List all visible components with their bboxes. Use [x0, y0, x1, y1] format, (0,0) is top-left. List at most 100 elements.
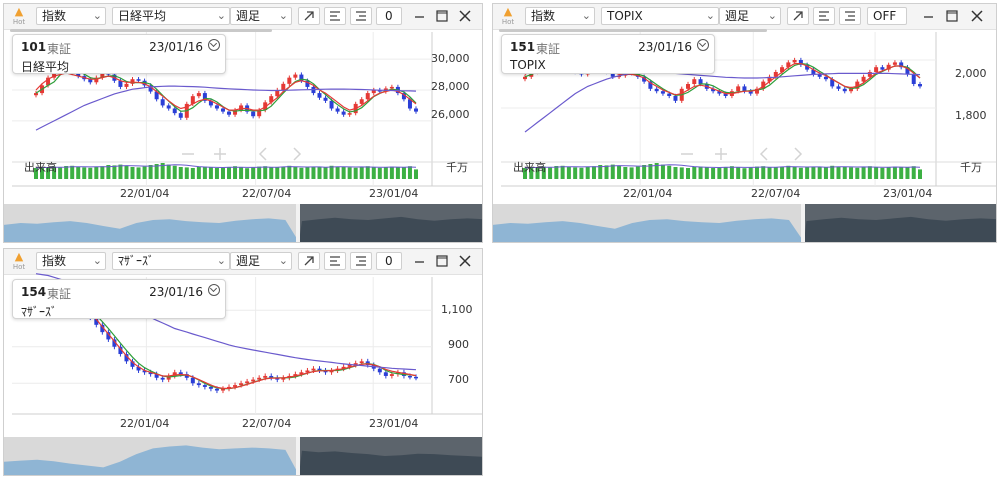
chevron-down-circle-icon[interactable] — [697, 39, 709, 51]
volume-bar — [823, 167, 828, 179]
candle-body — [118, 346, 123, 355]
scroll-right-icon[interactable] — [293, 147, 302, 161]
date-tick: 23/01/04 — [369, 187, 418, 200]
market-label: 東証 — [47, 287, 72, 301]
expand-arrow-button[interactable] — [298, 7, 320, 25]
scroll-left-icon[interactable] — [759, 147, 768, 161]
candle-body — [239, 105, 244, 111]
chevron-down-circle-icon[interactable] — [208, 39, 220, 51]
maximize-button[interactable] — [944, 8, 960, 24]
chevron-down-icon: ⌄ — [216, 9, 226, 22]
minimap-window-handle — [801, 204, 805, 242]
candle-body — [130, 361, 135, 367]
candle-body — [323, 97, 328, 101]
overlay-toggle[interactable]: OFF — [867, 7, 907, 25]
zoom-controls[interactable] — [182, 147, 302, 161]
zoom-controls[interactable] — [681, 147, 803, 161]
candle-body — [142, 370, 147, 373]
minimize-button[interactable] — [921, 8, 937, 24]
price-tick: 2,000 — [955, 67, 987, 80]
expand-arrow-button[interactable] — [298, 252, 320, 270]
align-right-button[interactable] — [350, 7, 372, 25]
close-button[interactable] — [457, 253, 473, 269]
scroll-left-icon[interactable] — [258, 147, 267, 161]
price-chart[interactable]: 30,000 28,000 26,000 出来高 千万 22/01/04 22/… — [4, 4, 483, 243]
symbol-select[interactable]: ﾏｻﾞｰｽﾞ ⌄ — [112, 252, 230, 270]
minimize-button[interactable] — [412, 253, 428, 269]
arrow-up-right-icon — [304, 256, 314, 266]
candle-body — [347, 365, 352, 367]
volume-average-line — [524, 164, 921, 169]
chevron-down-icon: ⌄ — [216, 254, 226, 267]
volume-bar — [94, 166, 99, 179]
align-right-button[interactable] — [839, 7, 861, 25]
period-select[interactable]: 週足 ⌄ — [230, 7, 292, 25]
candle-body — [196, 93, 201, 97]
price-tick: 30,000 — [431, 52, 470, 65]
close-button[interactable] — [457, 8, 473, 24]
volume-bar — [335, 166, 340, 179]
volume-bar — [830, 165, 835, 179]
align-left-button[interactable] — [324, 252, 346, 270]
price-tick: 28,000 — [431, 80, 470, 93]
date-tick: 22/07/04 — [751, 187, 800, 200]
close-button[interactable] — [969, 8, 985, 24]
zoom-in-icon[interactable] — [214, 148, 226, 160]
volume-bar — [541, 166, 546, 179]
type-select[interactable]: 指数 ⌄ — [525, 7, 595, 25]
candle-body — [214, 388, 219, 391]
period-select[interactable]: 週足 ⌄ — [230, 252, 292, 270]
date-tick: 22/07/04 — [242, 417, 291, 430]
volume-bar — [106, 165, 111, 179]
candle-body — [686, 84, 691, 89]
candle-body — [94, 77, 99, 83]
chevron-down-icon: ⌄ — [767, 9, 777, 22]
symbol-select[interactable]: TOPIX ⌄ — [601, 7, 719, 25]
type-select[interactable]: 指数 ⌄ — [36, 252, 106, 270]
maximize-button[interactable] — [434, 8, 450, 24]
horizontal-scrollbar[interactable] — [499, 29, 767, 32]
candle-body — [281, 83, 286, 90]
candle-body — [414, 376, 418, 379]
navigator-minimap[interactable] — [493, 204, 997, 242]
zoom-in-icon[interactable] — [715, 148, 727, 160]
volume-bar — [635, 166, 640, 179]
navigator-minimap[interactable] — [4, 437, 483, 475]
volume-bar — [407, 166, 412, 179]
period-select[interactable]: 週足 ⌄ — [719, 7, 781, 25]
symbol-select[interactable]: 日経平均 ⌄ — [112, 7, 230, 25]
maximize-icon — [436, 255, 448, 267]
hot-button[interactable]: ▲ Hot — [8, 251, 30, 273]
volume-unit: 千万 — [960, 161, 982, 174]
expand-arrow-button[interactable] — [787, 7, 809, 25]
type-select[interactable]: 指数 ⌄ — [36, 7, 106, 25]
minimize-button[interactable] — [412, 8, 428, 24]
candle-body — [233, 385, 238, 387]
candle-body — [892, 62, 897, 65]
align-right-button[interactable] — [350, 252, 372, 270]
maximize-icon — [436, 10, 448, 22]
hot-button[interactable]: ▲ Hot — [8, 6, 30, 28]
chevron-down-circle-icon[interactable] — [208, 284, 220, 296]
volume-bar — [52, 166, 57, 179]
volume-bar — [855, 167, 860, 179]
candle-body — [160, 377, 165, 380]
scroll-right-icon[interactable] — [794, 147, 803, 161]
navigator-minimap[interactable] — [4, 204, 483, 242]
horizontal-scrollbar[interactable] — [10, 29, 272, 32]
align-left-button[interactable] — [813, 7, 835, 25]
volume-bar — [323, 167, 328, 179]
symbol-name: TOPIX — [510, 58, 546, 72]
candle-body — [190, 377, 195, 384]
volume-bar — [136, 167, 141, 179]
align-left-button[interactable] — [324, 7, 346, 25]
overlay-toggle[interactable]: 0 — [376, 252, 402, 270]
volume-bar — [617, 165, 622, 179]
overlay-toggle[interactable]: 0 — [376, 7, 402, 25]
volume-bar — [660, 164, 665, 179]
flame-icon: ▲ — [14, 5, 24, 18]
volume-bar — [880, 167, 885, 179]
volume-bar — [711, 168, 716, 179]
maximize-button[interactable] — [434, 253, 450, 269]
hot-button[interactable]: ▲ Hot — [497, 6, 519, 28]
